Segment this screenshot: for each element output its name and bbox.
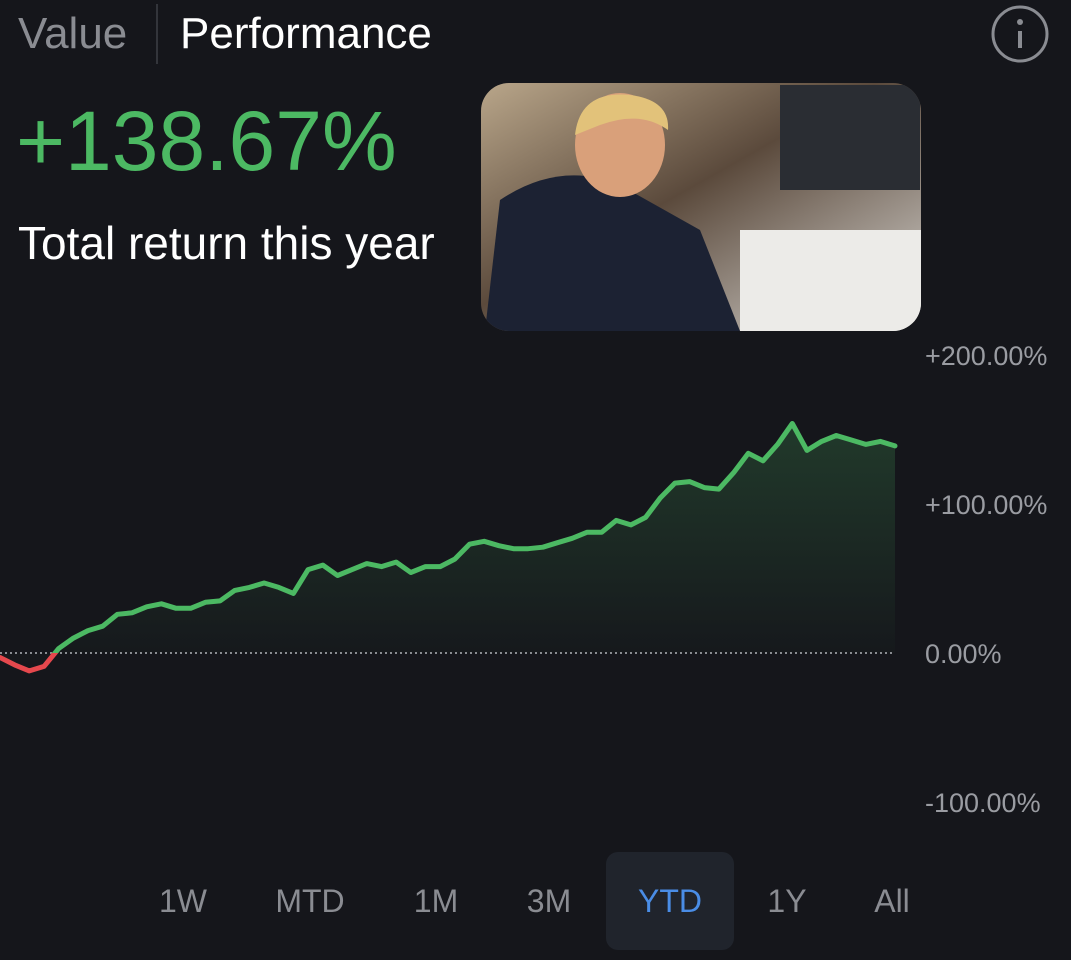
y-tick-label: 0.00% bbox=[925, 639, 1002, 669]
range-button[interactable]: 3M bbox=[527, 883, 571, 919]
y-tick-label: +200.00% bbox=[925, 341, 1047, 371]
total-return: +138.67% bbox=[16, 94, 397, 188]
range-button[interactable]: MTD bbox=[275, 883, 344, 919]
range-button[interactable]: 1W bbox=[159, 883, 208, 919]
range-selected-bg bbox=[606, 852, 734, 950]
y-tick-label: -100.00% bbox=[925, 788, 1041, 818]
chart: +200.00% +100.00% 0.00% -100.00% bbox=[0, 341, 1047, 818]
tab-active[interactable]: Performance bbox=[180, 9, 432, 58]
range-button[interactable]: 1M bbox=[414, 883, 458, 919]
info-button[interactable] bbox=[991, 5, 1049, 63]
line bbox=[0, 421, 898, 674]
total-return-label: Total return this year bbox=[18, 217, 435, 269]
area bbox=[0, 423, 895, 671]
photo bbox=[481, 83, 921, 331]
range-selector: 1W MTD 1M 3M YTD 1Y All bbox=[159, 852, 910, 950]
range-button[interactable]: All bbox=[874, 883, 910, 919]
y-tick-label: +100.00% bbox=[925, 490, 1047, 520]
range-button[interactable]: YTD bbox=[638, 883, 702, 919]
tab[interactable]: Value bbox=[18, 9, 127, 58]
range-button[interactable]: 1Y bbox=[767, 883, 806, 919]
